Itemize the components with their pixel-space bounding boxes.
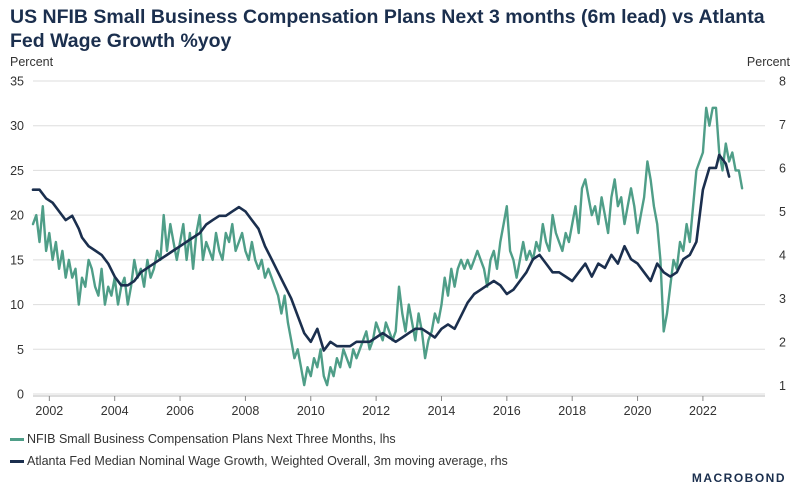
x-tick-label: 2020 xyxy=(624,404,652,418)
right-axis-unit-label: Percent xyxy=(746,55,790,69)
x-tick-label: 2012 xyxy=(362,404,390,418)
right-axis-ticks: 1 2 3 4 5 6 7 8 xyxy=(779,75,786,393)
legend-swatch-atlanta-fed xyxy=(10,459,24,463)
series-line-nfib xyxy=(31,106,744,387)
legend-item-nfib: NFIB Small Business Compensation Plans N… xyxy=(10,428,508,450)
legend-label-nfib: NFIB Small Business Compensation Plans N… xyxy=(27,432,396,446)
left-tick-label: 5 xyxy=(17,343,24,357)
right-tick-label: 4 xyxy=(779,248,786,262)
right-tick-label: 1 xyxy=(779,379,786,393)
left-tick-label: 15 xyxy=(10,253,24,267)
x-tick-label: 2014 xyxy=(428,404,456,418)
legend: NFIB Small Business Compensation Plans N… xyxy=(10,428,508,472)
legend-label-atlanta-fed: Atlanta Fed Median Nominal Wage Growth, … xyxy=(27,454,508,468)
x-tick-label: 2018 xyxy=(558,404,586,418)
right-tick-label: 3 xyxy=(779,292,786,306)
x-tick-label: 2006 xyxy=(166,404,194,418)
series-lines xyxy=(31,106,744,387)
right-tick-label: 8 xyxy=(779,75,786,89)
left-tick-label: 20 xyxy=(10,209,24,223)
left-axis-ticks: 0 5 10 15 20 25 30 35 xyxy=(10,75,24,402)
macrobond-logo: MACROBOND xyxy=(692,471,786,485)
left-tick-label: 0 xyxy=(17,388,24,402)
x-tick-label: 2008 xyxy=(232,404,260,418)
series-line-atlanta-fed xyxy=(31,153,731,352)
chart-title: US NFIB Small Business Compensation Plan… xyxy=(10,6,765,52)
left-tick-label: 10 xyxy=(10,298,24,312)
x-tick-label: 2010 xyxy=(297,404,325,418)
x-tick-label: 2002 xyxy=(35,404,63,418)
x-axis-ticks: 2002 2004 2006 2008 2010 2012 2014 2016 2018 2020… xyxy=(33,395,765,418)
right-tick-label: 5 xyxy=(779,205,786,219)
legend-item-atlanta-fed: Atlanta Fed Median Nominal Wage Growth, … xyxy=(10,450,508,472)
left-tick-label: 25 xyxy=(10,164,24,178)
x-tick-label: 2022 xyxy=(689,404,717,418)
left-axis-unit-label: Percent xyxy=(10,55,54,69)
right-tick-label: 7 xyxy=(779,118,786,132)
logo-text: MACROBOND xyxy=(691,471,786,485)
x-tick-label: 2016 xyxy=(493,404,521,418)
right-tick-label: 2 xyxy=(779,335,786,349)
grid-lines xyxy=(33,80,765,395)
left-tick-label: 30 xyxy=(10,119,24,133)
x-tick-label: 2004 xyxy=(101,404,129,418)
legend-swatch-nfib xyxy=(10,437,24,441)
left-tick-label: 35 xyxy=(10,75,24,89)
right-tick-label: 6 xyxy=(779,161,786,175)
